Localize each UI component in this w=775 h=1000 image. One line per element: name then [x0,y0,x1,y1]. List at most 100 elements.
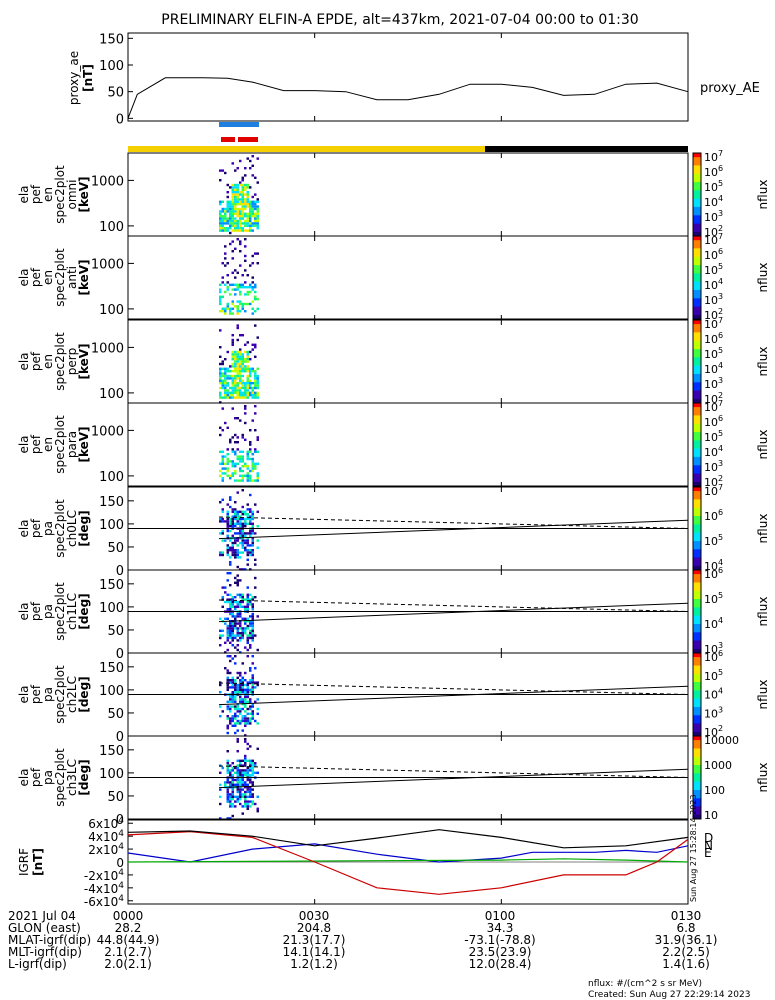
heatmap-cell [249,795,252,798]
heatmap-cell [249,700,252,703]
heatmap-cell [219,219,222,223]
heatmap-cell [239,358,242,361]
heatmap-cell [244,688,247,691]
heatmap-cell [231,353,234,356]
heatmap-cell [244,769,247,772]
colorbar-segment [693,489,701,492]
heatmap-cell [236,705,239,708]
heatmap-cell [239,334,242,337]
colorbar-segment [693,624,701,627]
heatmap-cell [231,517,234,521]
ephem-value: 28.2 [115,921,142,935]
heatmap-cell [251,683,254,687]
heatmap-cell [244,700,247,703]
heatmap-cell [249,227,252,230]
colorbar-segment [693,355,701,358]
colorbar-segment [693,794,701,797]
heatmap-cell [231,798,234,801]
heatmap-cell [239,686,242,689]
heatmap-cell [246,688,249,691]
heatmap-cell [251,224,254,227]
heatmap-cell [231,814,234,818]
heatmap-cell [234,200,237,203]
heatmap-cell [251,382,254,385]
colorbar-segment [693,787,701,791]
heatmap-cell [244,783,247,786]
heatmap-cell [219,469,222,473]
colorbar-segment [693,783,701,787]
heatmap-cell [244,754,247,758]
colorbar-segment [693,369,701,373]
heatmap-cell [224,310,227,313]
colorbar-segment [693,244,701,247]
colorbar-segment [693,332,701,335]
ephem-value: 14.1(14.1) [283,945,346,959]
colorbar-segment [693,680,701,683]
heatmap-cell [234,203,237,206]
colorbar-segment [693,721,701,725]
colorbar-segment [693,394,701,398]
heatmap-cell [231,724,234,727]
heatmap-cell [219,203,222,206]
colorbar-tick-label: 1000 [704,759,732,772]
heatmap-cell [249,508,252,511]
heatmap-cell [229,222,232,225]
heatmap-cell [236,522,239,525]
heatmap-cell [236,615,239,618]
colorbar-segment [693,547,701,550]
heatmap-cell [254,532,257,535]
colorbar-segment [693,613,701,617]
heatmap-cell [246,198,249,201]
heatmap-cell [239,778,242,782]
heatmap-cell [256,810,259,813]
heatmap-cell [229,719,232,723]
spec-ylabel-para-5: [keV] [77,426,91,462]
heatmap-cell [254,450,257,453]
heatmap-cell [226,262,229,265]
heatmap-cell [246,465,249,468]
heatmap-cell [231,370,234,373]
heatmap-cell [231,205,234,208]
heatmap-cell [226,608,229,611]
heatmap-cell [239,793,242,796]
heatmap-cell [244,759,247,762]
heatmap-cell [244,198,247,201]
heatmap-cell [244,384,247,387]
heatmap-cell [246,683,249,687]
heatmap-cell [239,286,242,289]
heatmap-cell [231,612,234,616]
heatmap-cell [244,412,247,415]
heatmap-cell [236,605,239,608]
heatmap-cell [229,600,232,604]
colorbar-segment [693,555,701,559]
heatmap-cell [249,358,252,361]
colorbar-segment [693,603,701,606]
heatmap-cell [239,712,242,715]
heatmap-cell [251,394,254,397]
heatmap-cell [249,620,252,623]
heatmap-cell [234,210,237,213]
heatmap-cell [246,290,249,294]
heatmap-cell [239,215,242,218]
heatmap-cell [246,807,249,810]
heatmap-cell [239,240,242,243]
heatmap-cell [229,817,232,820]
heatmap-cell [226,600,229,604]
igrf-legend-n: N [704,839,713,853]
heatmap-cell [249,224,252,227]
heatmap-cell [256,298,259,301]
colorbar-segment [693,565,701,569]
heatmap-cell [234,724,237,727]
heatmap-cell [244,343,247,346]
heatmap-cell [229,217,232,220]
heatmap-cell [219,705,222,708]
heatmap-cell [251,205,254,208]
colorbar-segment [693,563,701,567]
heatmap-cell [221,508,224,511]
heatmap-cell [241,783,244,786]
heatmap-cell [229,505,232,509]
heatmap-cell [246,215,249,218]
heatmap-cell [254,219,257,223]
heatmap-cell [231,343,234,346]
colorbar-segment [693,396,701,400]
